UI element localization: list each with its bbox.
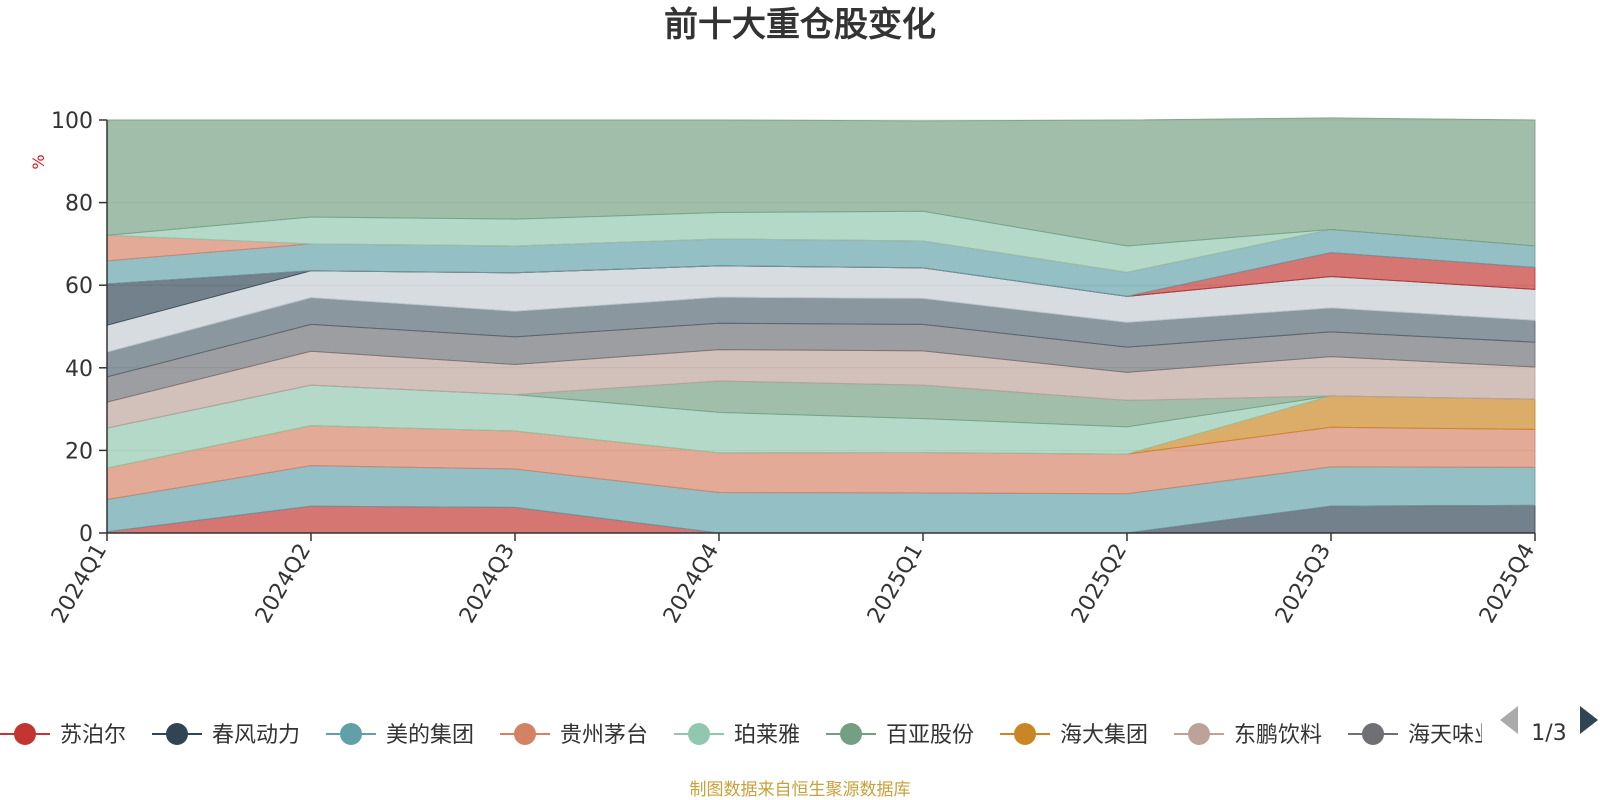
legend-marker-icon [340, 723, 362, 745]
triangle-left-icon[interactable] [1500, 706, 1518, 734]
axes [106, 120, 1535, 534]
y-axis-tick-labels: 0 20 40 60 80 100 [51, 109, 107, 547]
legend-page-indicator: 1/3 [1531, 721, 1566, 746]
legend-item[interactable]: 春风动力 [152, 723, 300, 748]
legend-item[interactable]: 美的集团 [326, 723, 474, 748]
legend-marker-icon [1188, 723, 1210, 745]
legend-pager: 1/3 [1500, 706, 1598, 746]
legend-label: 美的集团 [386, 723, 474, 748]
legend-item[interactable]: 海天味业 [1348, 723, 1496, 748]
x-tick-label: 2024Q4 [659, 540, 724, 628]
y-axis-unit: % [29, 154, 48, 169]
x-tick-label: 2024Q2 [251, 540, 316, 628]
legend-marker-icon [166, 723, 188, 745]
area-series-16[interactable] [106, 117, 1536, 247]
area-series [106, 117, 1536, 534]
chart-title: 前十大重仓股变化 [664, 5, 936, 45]
legend-item[interactable]: 苏泊尔 [0, 723, 126, 748]
y-tick-label: 20 [65, 439, 93, 464]
legend-label: 东鹏饮料 [1234, 723, 1322, 748]
legend-item[interactable]: 珀莱雅 [674, 723, 800, 748]
x-tick-label: 2025Q1 [863, 540, 928, 628]
legend-marker-icon [840, 723, 862, 745]
y-tick-label: 60 [65, 274, 93, 299]
legend-marker-icon [14, 723, 36, 745]
y-tick-label: 80 [65, 192, 93, 217]
x-tick-label: 2025Q3 [1271, 540, 1336, 628]
legend-label: 海大集团 [1060, 723, 1148, 748]
legend-marker-icon [1362, 723, 1384, 745]
legend-item[interactable]: 贵州茅台 [500, 723, 648, 748]
legend-label: 海天味业 [1408, 723, 1496, 748]
y-tick-label: 100 [51, 109, 93, 134]
legend-label: 贵州茅台 [560, 723, 648, 748]
legend-label: 春风动力 [212, 723, 300, 748]
legend-marker-icon [514, 723, 536, 745]
x-tick-label: 2025Q4 [1475, 540, 1540, 628]
y-tick-label: 0 [79, 522, 93, 547]
legend: 苏泊尔 春风动力 美的集团 贵州茅台 珀莱雅 百亚股份 海大集团 东鹏饮料 海天味业 [0, 723, 1496, 748]
legend-label: 苏泊尔 [60, 723, 126, 748]
data-source-note: 制图数据来自恒生聚源数据库 [690, 780, 911, 800]
legend-label: 百亚股份 [886, 723, 974, 748]
legend-item[interactable]: 海大集团 [1000, 723, 1148, 748]
legend-item[interactable]: 东鹏饮料 [1174, 723, 1322, 748]
x-tick-label: 2024Q1 [47, 540, 112, 628]
legend-item[interactable]: 百亚股份 [826, 723, 974, 748]
x-axis-tick-labels: 2024Q1 2024Q2 2024Q3 2024Q4 2025Q1 2025Q2 2025… [47, 533, 1540, 628]
legend-marker-icon [1014, 723, 1036, 745]
x-tick-label: 2024Q3 [455, 540, 520, 628]
legend-marker-icon [688, 723, 710, 745]
y-tick-label: 40 [65, 357, 93, 382]
legend-label: 珀莱雅 [734, 723, 800, 748]
triangle-right-icon[interactable] [1580, 706, 1598, 734]
x-tick-label: 2025Q2 [1067, 540, 1132, 628]
